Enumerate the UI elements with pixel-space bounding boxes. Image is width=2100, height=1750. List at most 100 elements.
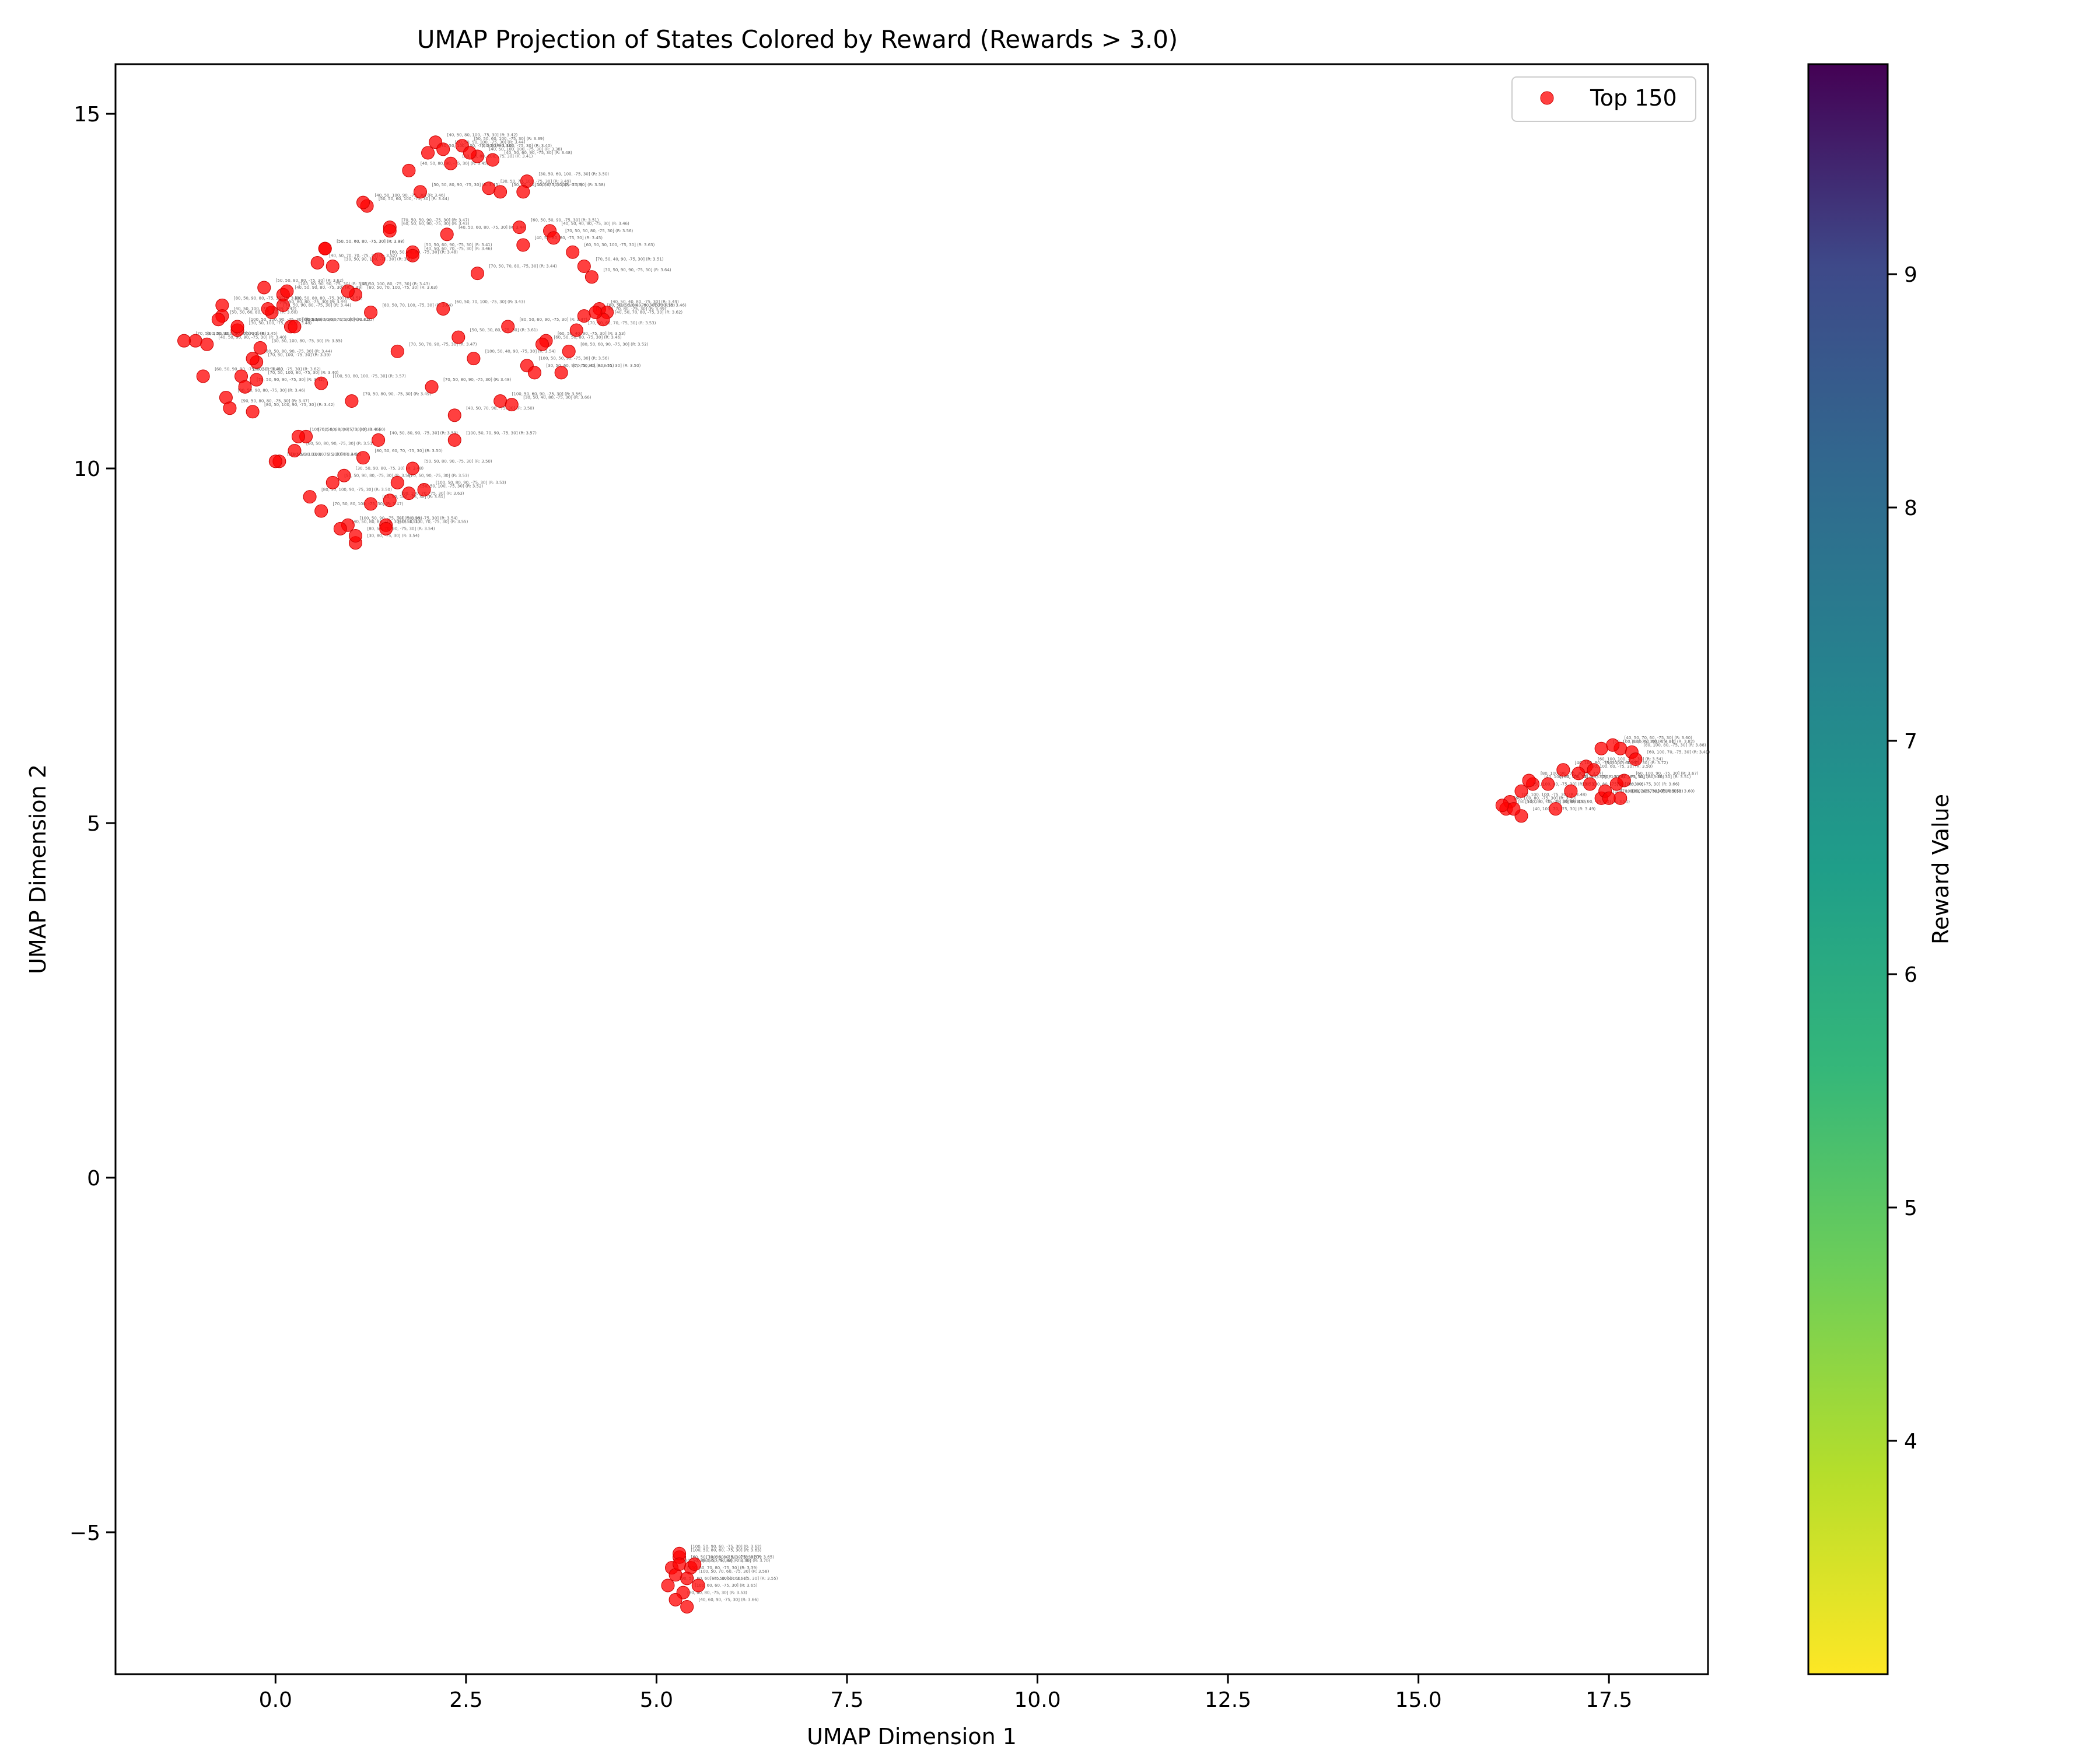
y-tick-label: 15 bbox=[74, 103, 100, 127]
scatter-point bbox=[691, 1578, 705, 1592]
scatter-point bbox=[238, 380, 252, 394]
point-annotation: [100, 50, 100, 90, -75, 30] (R: 3.48) bbox=[249, 317, 322, 322]
point-annotations: [40, 50, 80, 100, -75, 30] (R: 3.42) [50,… bbox=[196, 133, 1710, 1602]
point-annotation: [30, 50, 90, 80, -75, 30] (R: 3.48) bbox=[356, 466, 424, 471]
colorbar-tick-label: 4 bbox=[1904, 1430, 1917, 1454]
x-tick-label: 15.0 bbox=[1395, 1688, 1442, 1712]
scatter-point bbox=[577, 309, 591, 323]
point-annotation: [60, 50, 30, 100, -75, 30] (R: 3.63) bbox=[584, 243, 655, 247]
y-tick-label: −5 bbox=[69, 1521, 100, 1545]
point-annotation: [40, 100, 80, -75, 30] (R: 3.59) bbox=[1575, 761, 1638, 765]
point-annotation: [100, 50, 60, 80, -75, 30] (R: 3.46) bbox=[310, 427, 380, 432]
point-annotation: [100, 100, 80, -75, 30] (R: 4.50) bbox=[1613, 789, 1678, 793]
scatter-point bbox=[444, 156, 458, 170]
point-annotation: [60, 100, 90, -75, 30] (R: 3.67) bbox=[1636, 771, 1699, 776]
scatter-point bbox=[512, 220, 526, 235]
point-annotation: [60, 50, 80, 90, -75, 30] (R: 3.51) bbox=[306, 442, 374, 446]
point-annotation: [70, 50, 80, 60, -75, 30] (R: 3.65) bbox=[706, 1555, 774, 1560]
scatter-point bbox=[1522, 774, 1536, 788]
point-annotation: [70, 50, 90, 80, -75, 30] (R: 3.44) bbox=[284, 303, 351, 308]
point-annotation: [70, 50, 80, 90, -75, 30] (R: 3.49) bbox=[363, 392, 431, 397]
colorbar-label: Reward Value bbox=[1928, 794, 1954, 944]
scatter-point bbox=[402, 487, 416, 501]
scatter-point bbox=[673, 1558, 687, 1572]
point-annotation: [80, 50, 40, 80, -75, 30] (R: 3.46) bbox=[619, 303, 687, 308]
scatter-point bbox=[547, 231, 561, 245]
point-annotation: [50, 50, 80, 90, -75, 30] (R: 3.50) bbox=[424, 459, 492, 464]
scatter-point bbox=[569, 323, 583, 337]
x-axis-ticks: 0.0 2.5 5.0 7.5 10.0 12.5 15.0 17.5 bbox=[259, 1674, 1632, 1712]
scatter-point bbox=[1541, 777, 1555, 791]
point-annotation: [40, 50, 100, 90, -75, 30] (R: 3.46) bbox=[375, 193, 446, 198]
point-annotation: [100, 50, 70, 80, -75, 30] (R: 3.49) bbox=[596, 307, 666, 312]
point-annotation: [60, 50, 80, 80, -75, 30] (R: 3.44) bbox=[279, 299, 347, 304]
scatter-point bbox=[589, 306, 603, 320]
point-annotation: [60, 50, 40, 80, -75, 30] (R: 3.48) bbox=[390, 250, 458, 254]
point-annotation: [70, 50, 50, 80, -75, 30] (R: 3.56) bbox=[565, 229, 633, 233]
point-annotation: [60, 50, 90, 100, -75, 30] (R: 3.44) bbox=[455, 140, 526, 145]
scatter-point bbox=[200, 337, 214, 351]
point-annotation: [90, 50, 80, 80, -75, 30] (R: 3.47) bbox=[242, 399, 309, 404]
point-annotation: [70, 50, 100, 80, -75, 30] (R: 3.40) bbox=[268, 370, 339, 375]
point-annotation: [70, 50, 60, 70, -75, 30] (R: 3.53) bbox=[588, 321, 656, 326]
point-annotation: [80, 50, 100, 90, -75, 30] (R: 3.42) bbox=[264, 402, 335, 407]
point-annotation: [60, 50, 60, 60, -75, 30] (R: 3.55) bbox=[710, 1576, 778, 1581]
point-annotation: [70, 100, 80, -75, 30] (R: 3.66) bbox=[1617, 782, 1680, 786]
legend-marker bbox=[1540, 91, 1554, 105]
point-annotation: [60, 50, 90, 90, -75, 30] (R: 3.41) bbox=[215, 367, 282, 372]
plot-frame bbox=[114, 63, 1709, 1675]
scatter-point bbox=[257, 281, 271, 295]
scatter-point bbox=[554, 366, 568, 380]
point-annotation: [40, 50, 70, 70, -75, 30] (R: 3.52) bbox=[329, 253, 397, 258]
point-annotation: [80, 50, 60, 70, -75, 30] (R: 3.50) bbox=[375, 449, 443, 453]
scatter-point bbox=[1602, 791, 1616, 805]
scatter-point bbox=[364, 306, 378, 320]
scatter-point bbox=[1583, 777, 1597, 791]
colorbar-tick-label: 7 bbox=[1904, 730, 1917, 754]
point-annotation: [70, 50, 40, 80, -75, 30] (R: 3.50) bbox=[573, 363, 640, 368]
scatter-point bbox=[661, 1578, 675, 1592]
point-annotation: [80, 60, 80, -75, 30] (R: 3.53) bbox=[687, 1590, 747, 1595]
point-annotation: [100, 50, 70, 80, -75, 30] (R: 3.39) bbox=[687, 1566, 758, 1570]
legend-label: Top 150 bbox=[1590, 85, 1677, 111]
scatter-point bbox=[447, 433, 461, 447]
scatter-point bbox=[680, 1600, 694, 1614]
scatter-point bbox=[314, 376, 328, 390]
scatter-point bbox=[577, 260, 591, 274]
scatter-point bbox=[452, 330, 466, 344]
scatter-point bbox=[1564, 784, 1578, 798]
point-annotation: [80, 50, 70, 90, -75, 30] (R: 3.54) bbox=[367, 527, 435, 531]
x-tick-label: 7.5 bbox=[830, 1688, 863, 1712]
point-annotation: [100, 50, 90, 90, -75, 30] (R: 3.45) bbox=[299, 282, 369, 286]
scatter-point bbox=[494, 185, 508, 199]
point-annotation: [80, 50, 90, 80, -75, 30] (R: 3.46) bbox=[237, 388, 305, 393]
point-annotation: [40, 60, 90, -75, 30] (R: 3.66) bbox=[699, 1597, 759, 1602]
scatter-point bbox=[1617, 774, 1631, 788]
point-annotation: [30, 50, 60, 80, -75, 30] (R: 3.55) bbox=[306, 317, 374, 322]
x-tick-label: 10.0 bbox=[1014, 1688, 1060, 1712]
scatter-point bbox=[688, 1558, 702, 1572]
y-axis-label: UMAP Dimension 2 bbox=[25, 764, 51, 974]
point-annotation: [50, 100, 90, -75, 30] (R: 3.47) bbox=[1518, 800, 1581, 804]
point-annotation: [80, 50, 60, 90, -75, 30] (R: 3.47) bbox=[520, 317, 587, 322]
colorbar-gradient bbox=[1807, 63, 1889, 1675]
point-annotation: [100, 50, 70, 90, -75, 30] (R: 3.57) bbox=[466, 430, 537, 435]
x-tick-label: 17.5 bbox=[1586, 1688, 1632, 1712]
point-annotation: [100, 60, 90, -75, 30] (R: 3.82) bbox=[1632, 739, 1695, 744]
chart-title: UMAP Projection of States Colored by Rew… bbox=[417, 25, 1178, 54]
point-annotation: [70, 50, 40, 90, -75, 30] (R: 3.51) bbox=[596, 257, 663, 262]
scatter-point bbox=[383, 224, 397, 238]
point-annotation: [40, 50, 90, -75, 30] (R: 3.54) bbox=[398, 516, 458, 520]
point-annotation: [40, 50, 40, 80, -75, 30] (R: 3.49) bbox=[611, 299, 678, 304]
scatter-point bbox=[372, 433, 386, 447]
legend-box bbox=[1511, 76, 1696, 122]
x-tick-label: 2.5 bbox=[449, 1688, 482, 1712]
point-annotation: [40, 50, 80, 100, -75, 30] (R: 3.42) bbox=[447, 133, 518, 138]
scatter-point bbox=[417, 483, 431, 497]
scatter-point bbox=[562, 344, 576, 358]
scatter-point bbox=[668, 1592, 682, 1606]
point-annotation: [70, 50, 50, 90, -75, 30] (R: 3.47) bbox=[401, 218, 469, 223]
point-annotation: [60, 50, 70, 100, -75, 30] (R: 3.43) bbox=[455, 299, 526, 304]
point-annotation: [30, 50, 100, 80, -75, 30] (R: 3.55) bbox=[272, 338, 342, 343]
point-annotation: [70, 50, 60, 90, -75, 30] (R: 3.60) bbox=[318, 427, 386, 432]
